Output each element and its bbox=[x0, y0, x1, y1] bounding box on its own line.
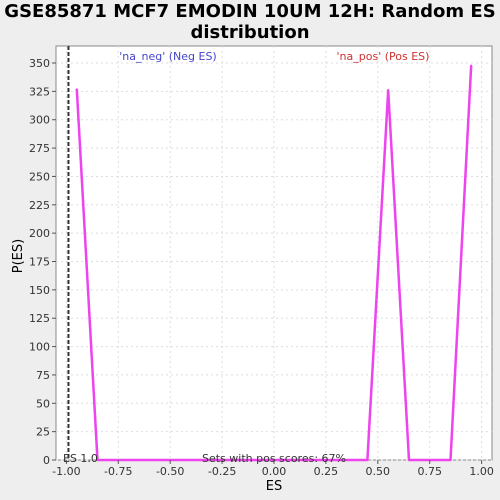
x-tick-label: 0.25 bbox=[314, 465, 339, 478]
pos-es-label: 'na_pos' (Pos ES) bbox=[337, 50, 430, 63]
y-tick-label: 275 bbox=[29, 142, 50, 155]
x-tick-label: -1.00 bbox=[52, 465, 80, 478]
series-point bbox=[387, 89, 389, 92]
y-tick-label: 225 bbox=[29, 199, 50, 212]
chart-title-line2: distribution bbox=[190, 22, 310, 43]
tick-layer: -1.00 -0.75 -0.50 -0.25 0.00 0.25 0.50 0.75 1.00… bbox=[29, 57, 494, 478]
y-tick-label: 350 bbox=[29, 57, 50, 70]
series-point bbox=[449, 459, 452, 461]
chart-title: GSE85871 MCF7 EMODIN 10UM 12H: Random ES… bbox=[0, 1, 500, 43]
series-point bbox=[75, 88, 78, 90]
y-tick-label: 50 bbox=[36, 397, 50, 410]
y-tick-label: 200 bbox=[29, 227, 50, 240]
y-tick-label: 25 bbox=[36, 426, 50, 439]
y-tick-label: 250 bbox=[29, 170, 50, 183]
marker-line-label: ES 1.0 bbox=[63, 452, 98, 465]
y-tick-label: 150 bbox=[29, 284, 50, 297]
y-tick-label: 300 bbox=[29, 114, 50, 127]
x-tick-label: 0.75 bbox=[417, 465, 442, 478]
x-tick-label: -0.25 bbox=[208, 465, 236, 478]
x-tick-label: 0.00 bbox=[262, 465, 287, 478]
neg-es-label: 'na_neg' (Neg ES) bbox=[119, 50, 216, 63]
chart-title-line1: GSE85871 MCF7 EMODIN 10UM 12H: Random ES bbox=[4, 1, 496, 22]
series-layer bbox=[75, 64, 473, 462]
y-tick-label: 75 bbox=[36, 369, 50, 382]
x-axis-title: ES bbox=[266, 479, 282, 494]
series-point bbox=[408, 459, 410, 461]
x-tick-label: 0.50 bbox=[366, 465, 391, 478]
grid-layer bbox=[56, 46, 492, 461]
y-tick-label: 0 bbox=[43, 454, 50, 467]
x-tick-label: -0.75 bbox=[104, 465, 132, 478]
series-point bbox=[470, 64, 473, 67]
y-axis-title: P(ES) bbox=[11, 239, 26, 273]
y-tick-label: 100 bbox=[29, 341, 50, 354]
series-point bbox=[366, 459, 369, 461]
pos-scores-footer: Sets with pos scores: 67% bbox=[202, 452, 346, 465]
x-tick-label: 1.00 bbox=[469, 465, 494, 478]
y-tick-label: 325 bbox=[29, 85, 50, 98]
y-tick-label: 175 bbox=[29, 256, 50, 269]
x-tick-label: -0.50 bbox=[156, 465, 184, 478]
y-tick-label: 125 bbox=[29, 312, 50, 325]
series-point bbox=[96, 459, 99, 461]
